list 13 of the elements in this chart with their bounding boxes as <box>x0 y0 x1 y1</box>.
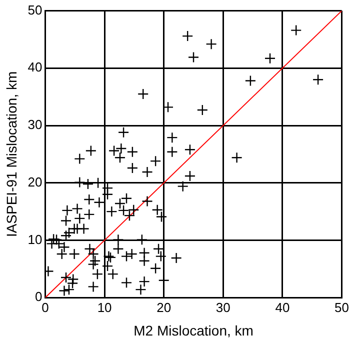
x-tick-label: 30 <box>216 300 230 315</box>
y-tick-label: 50 <box>28 2 42 18</box>
x-tick-label: 50 <box>334 300 350 315</box>
x-tick-label: 40 <box>275 300 290 315</box>
y-tick-label: 40 <box>28 60 42 75</box>
y-tick-label: 20 <box>28 174 42 190</box>
y-tick-label: 30 <box>28 117 42 132</box>
x-tick-label: 20 <box>156 300 172 315</box>
y-tick-label: 10 <box>28 232 42 247</box>
x-axis-title: M2 Mislocation, km <box>134 322 254 338</box>
x-tick-label: 10 <box>97 300 112 315</box>
y-tick-label: 0 <box>35 289 42 304</box>
y-axis-title: IASPEI-91 Mislocation, km <box>3 71 20 238</box>
